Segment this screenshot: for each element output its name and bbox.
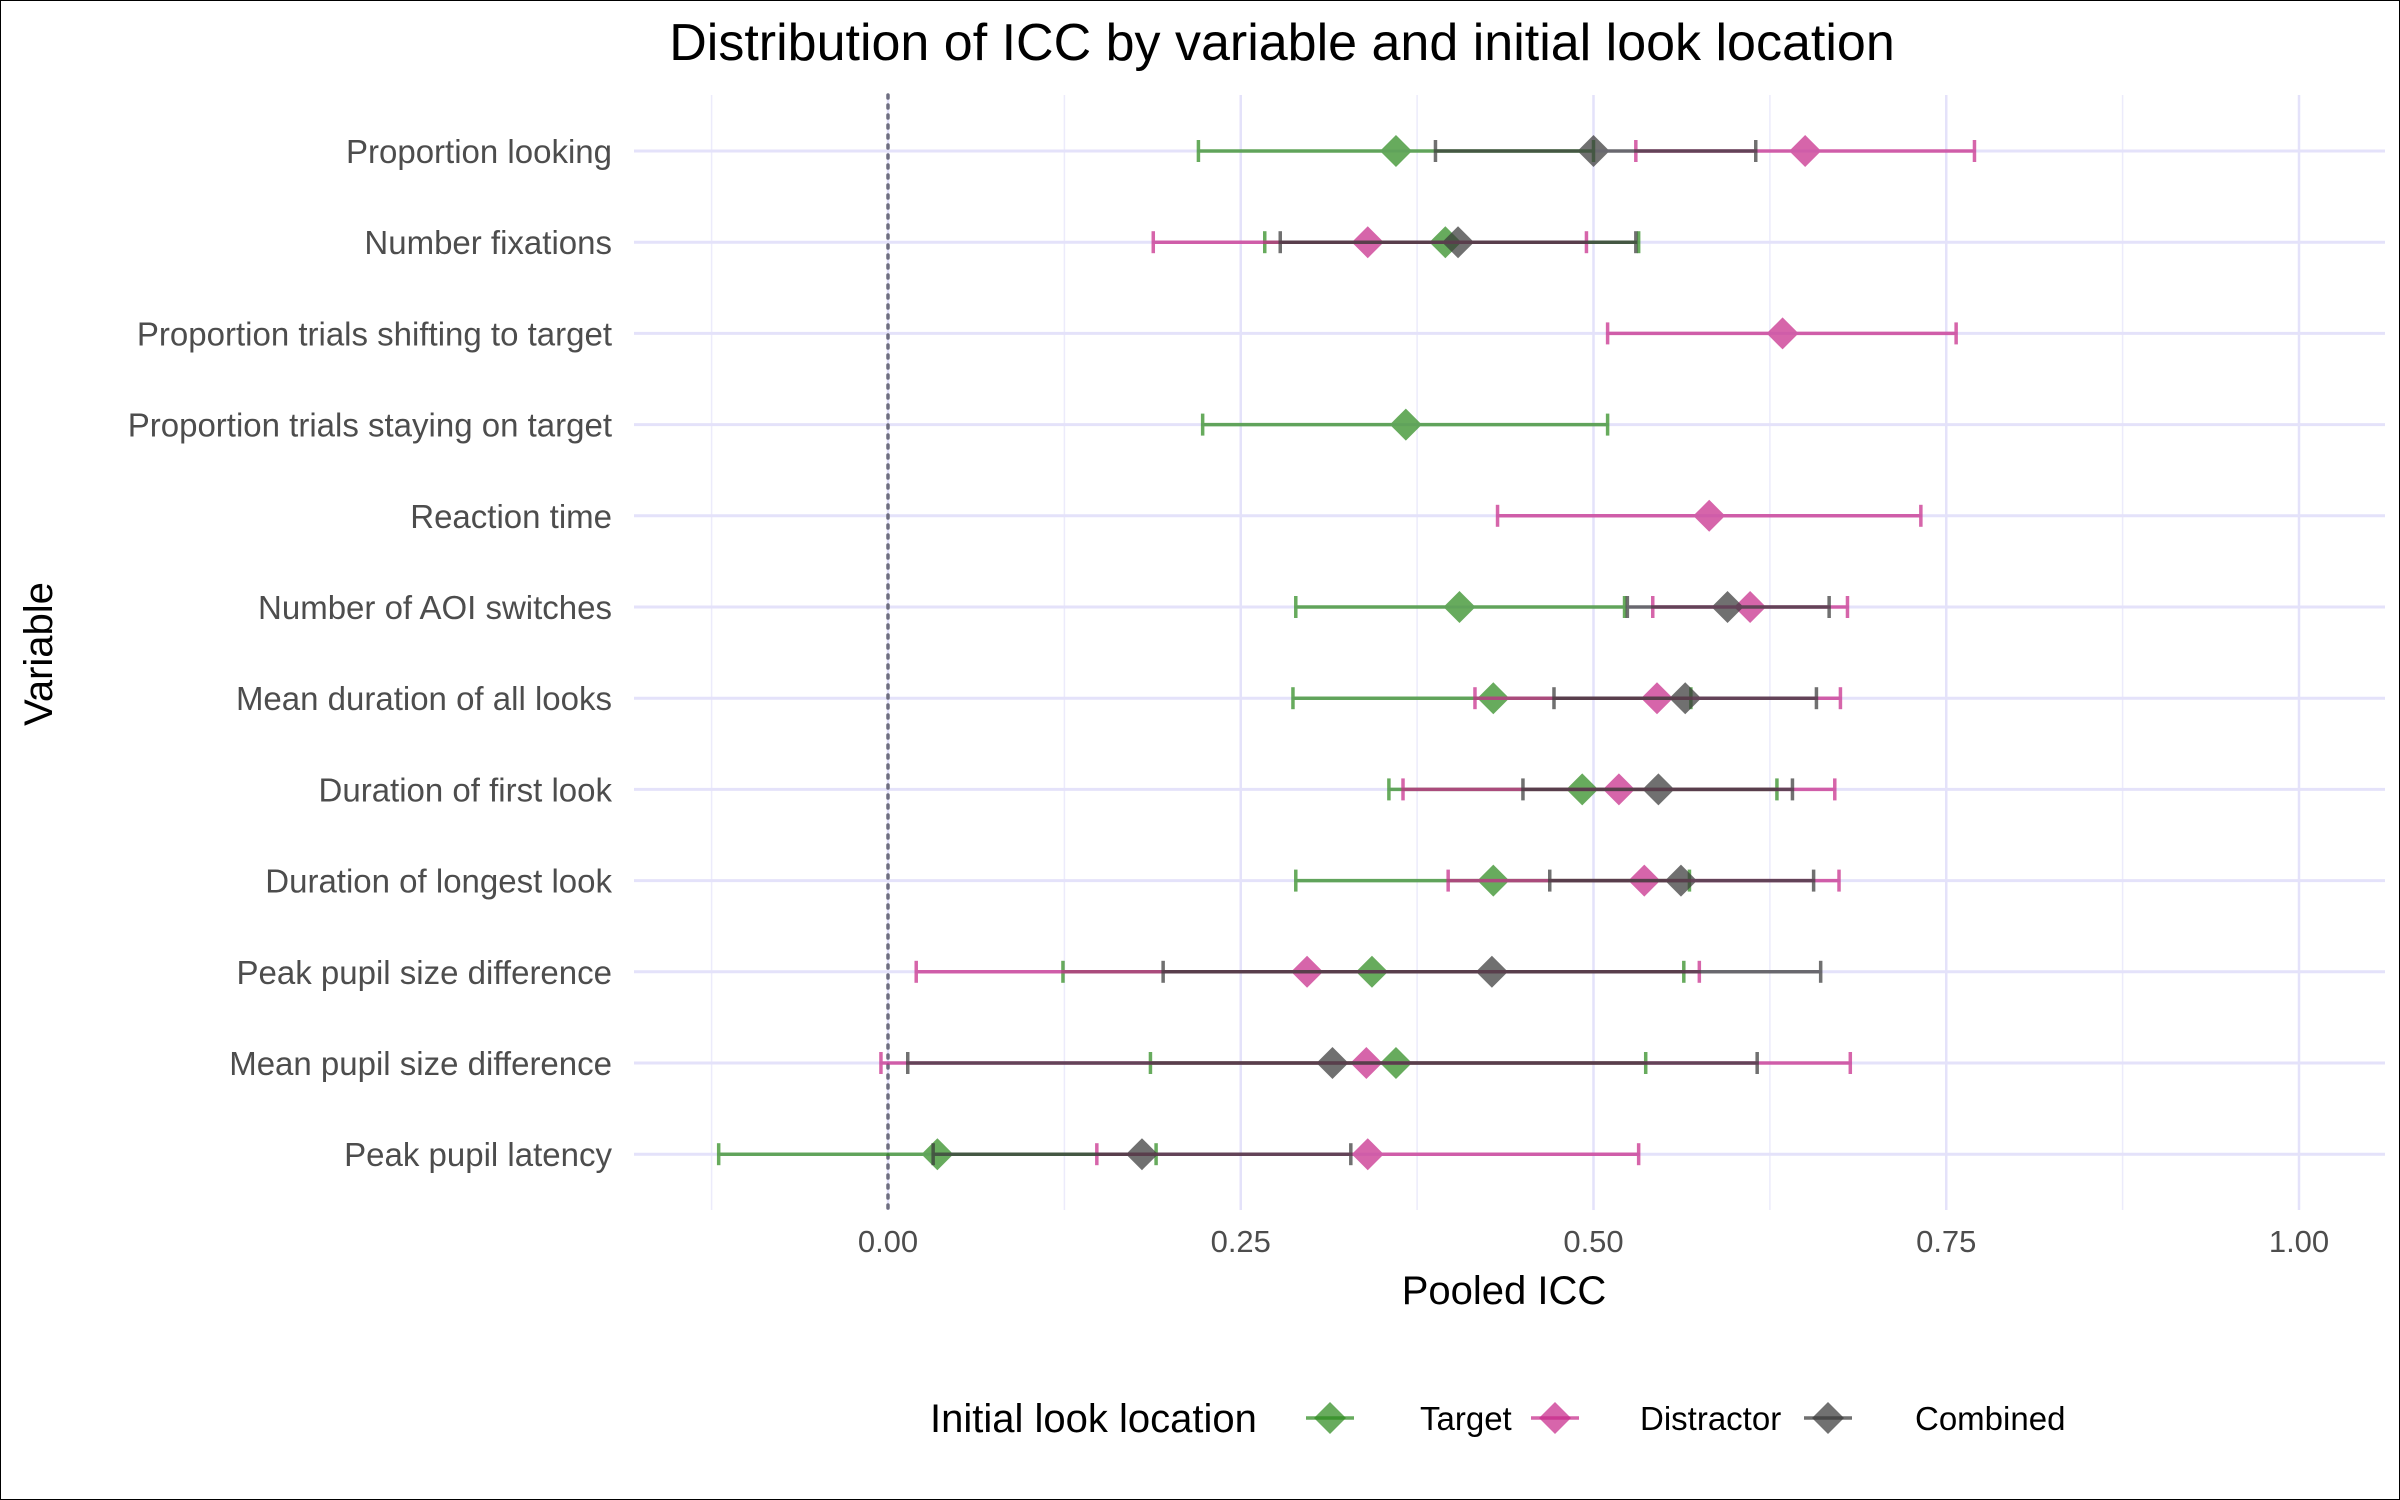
category-label: Reaction time: [410, 498, 612, 535]
legend-item-distractor: Distractor: [1531, 1400, 1781, 1437]
legend-item-target: Target: [1306, 1400, 1512, 1437]
x-tick-label: 0.75: [1916, 1224, 1976, 1259]
point-marker: [1789, 135, 1822, 167]
category-labels: Proportion looking Number fixations Propor…: [128, 133, 613, 1173]
point-marker: [1389, 408, 1422, 441]
legend-label: Combined: [1915, 1400, 2065, 1437]
point-marker: [1693, 499, 1726, 532]
category-label: Proportion trials staying on target: [128, 407, 612, 444]
point-marker: [1642, 773, 1675, 806]
point-marker: [1766, 317, 1799, 350]
point-marker: [1379, 135, 1412, 167]
point-marker: [1125, 1138, 1158, 1171]
legend-item-combined: Combined: [1804, 1400, 2065, 1437]
x-tick-labels: 0.00 0.25 0.50 0.75 1.00: [858, 1224, 2329, 1259]
series-target: [716, 135, 1779, 1171]
legend-title: Initial look location: [930, 1397, 1257, 1441]
x-axis-title: Pooled ICC: [1402, 1269, 1607, 1313]
legend: Initial look location Target Distractor Co…: [930, 1397, 2065, 1441]
point-marker: [1669, 682, 1702, 715]
category-label: Peak pupil latency: [344, 1136, 612, 1173]
series-combined: [906, 135, 1831, 1171]
legend-label: Target: [1420, 1400, 1512, 1437]
category-label: Duration of longest look: [265, 863, 612, 900]
point-marker: [1443, 591, 1476, 623]
legend-marker: [1539, 1402, 1571, 1434]
series-group: [716, 135, 1977, 1171]
point-marker: [1351, 1138, 1384, 1171]
category-label: Mean duration of all looks: [236, 680, 612, 717]
grid: [634, 95, 2385, 1210]
x-tick-label: 0.50: [1563, 1224, 1623, 1259]
legend-marker: [1314, 1402, 1346, 1434]
point-marker: [1711, 591, 1744, 623]
point-marker: [1475, 955, 1508, 988]
category-label: Duration of first look: [319, 771, 613, 808]
category-label: Proportion trials shifting to target: [137, 315, 612, 352]
x-tick-label: 0.00: [858, 1224, 918, 1259]
y-axis-title: Variable: [17, 582, 61, 726]
point-marker: [1577, 135, 1610, 167]
category-label: Mean pupil size difference: [229, 1045, 612, 1082]
x-tick-label: 0.25: [1211, 1224, 1271, 1259]
chart-title: Distribution of ICC by variable and init…: [669, 14, 1895, 72]
series-distractor: [879, 135, 1977, 1171]
legend-marker: [1812, 1402, 1844, 1434]
point-marker: [1442, 226, 1475, 259]
category-label: Number fixations: [364, 224, 612, 261]
point-marker: [1664, 864, 1697, 897]
category-label: Peak pupil size difference: [237, 954, 612, 991]
category-label: Proportion looking: [346, 133, 612, 170]
point-marker: [1316, 1047, 1349, 1079]
category-label: Number of AOI switches: [258, 589, 612, 626]
legend-label: Distractor: [1640, 1400, 1781, 1437]
x-tick-label: 1.00: [2269, 1224, 2329, 1259]
